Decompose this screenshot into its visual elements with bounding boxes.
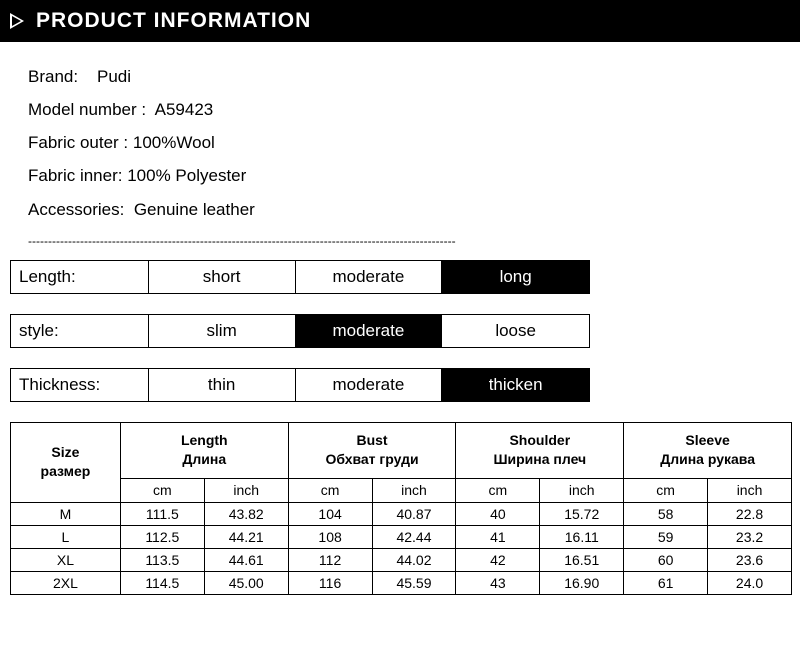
- val-cell: 112: [288, 548, 372, 571]
- val-cell: 16.90: [540, 571, 624, 594]
- fabric-inner-value: 100% Polyester: [127, 166, 246, 185]
- attr-length-row: Length: short moderate long: [10, 260, 800, 294]
- model-value: A59423: [155, 100, 214, 119]
- val-cell: 15.72: [540, 502, 624, 525]
- unit-cm: cm: [120, 478, 204, 502]
- val-cell: 43: [456, 571, 540, 594]
- model-label: Model number :: [28, 100, 146, 119]
- col-bust-en: Bust: [356, 432, 387, 448]
- fabric-outer-label: Fabric outer :: [28, 133, 128, 152]
- dashed-divider: ----------------------------------------…: [28, 234, 668, 248]
- section-header: PRODUCT INFORMATION: [0, 0, 800, 42]
- val-cell: 44.02: [372, 548, 456, 571]
- size-head-en: Size: [51, 444, 79, 460]
- val-cell: 61: [624, 571, 708, 594]
- unit-cm: cm: [456, 478, 540, 502]
- col-length-en: Length: [181, 432, 228, 448]
- attr-thickness-opt-2: thicken: [442, 369, 589, 401]
- val-cell: 60: [624, 548, 708, 571]
- val-cell: 41: [456, 525, 540, 548]
- unit-inch: inch: [372, 478, 456, 502]
- attr-style-label: style:: [11, 315, 149, 347]
- col-shoulder: Shoulder Ширина плеч: [456, 422, 624, 478]
- table-row: M 111.5 43.82 104 40.87 40 15.72 58 22.8: [11, 502, 792, 525]
- attr-length-opt-0: short: [149, 261, 296, 293]
- size-cell: 2XL: [11, 571, 121, 594]
- col-bust-ru: Обхват груди: [326, 451, 419, 467]
- attr-style-row: style: slim moderate loose: [10, 314, 800, 348]
- col-sleeve-ru: Длина рукава: [660, 451, 755, 467]
- header-title: PRODUCT INFORMATION: [36, 9, 311, 33]
- attr-thickness-row: Thickness: thin moderate thicken: [10, 368, 800, 402]
- val-cell: 59: [624, 525, 708, 548]
- info-row-brand: Brand: Pudi: [28, 60, 800, 93]
- val-cell: 116: [288, 571, 372, 594]
- fabric-outer-value: 100%Wool: [133, 133, 215, 152]
- table-row: L 112.5 44.21 108 42.44 41 16.11 59 23.2: [11, 525, 792, 548]
- info-row-model: Model number : A59423: [28, 93, 800, 126]
- col-bust: Bust Обхват груди: [288, 422, 456, 478]
- col-length-ru: Длина: [182, 451, 226, 467]
- attr-style-opt-2: loose: [442, 315, 589, 347]
- accessories-value: Genuine leather: [134, 200, 255, 219]
- unit-inch: inch: [540, 478, 624, 502]
- val-cell: 16.51: [540, 548, 624, 571]
- val-cell: 58: [624, 502, 708, 525]
- size-head-ru: размер: [41, 463, 91, 479]
- size-head: Size размер: [11, 422, 121, 502]
- val-cell: 16.11: [540, 525, 624, 548]
- attr-length-opt-1: moderate: [296, 261, 443, 293]
- val-cell: 44.61: [204, 548, 288, 571]
- val-cell: 108: [288, 525, 372, 548]
- size-table: Size размер Length Длина Bust Обхват гру…: [10, 422, 792, 595]
- play-triangle-icon: [10, 13, 24, 29]
- unit-inch: inch: [204, 478, 288, 502]
- attr-thickness-label: Thickness:: [11, 369, 149, 401]
- val-cell: 45.00: [204, 571, 288, 594]
- val-cell: 40: [456, 502, 540, 525]
- val-cell: 111.5: [120, 502, 204, 525]
- info-row-accessories: Accessories: Genuine leather: [28, 193, 800, 226]
- val-cell: 42.44: [372, 525, 456, 548]
- col-sleeve: Sleeve Длина рукава: [624, 422, 792, 478]
- val-cell: 44.21: [204, 525, 288, 548]
- val-cell: 43.82: [204, 502, 288, 525]
- info-row-fabric-inner: Fabric inner: 100% Polyester: [28, 159, 800, 192]
- val-cell: 104: [288, 502, 372, 525]
- table-row: 2XL 114.5 45.00 116 45.59 43 16.90 61 24…: [11, 571, 792, 594]
- val-cell: 22.8: [708, 502, 792, 525]
- size-cell: M: [11, 502, 121, 525]
- size-cell: L: [11, 525, 121, 548]
- unit-inch: inch: [708, 478, 792, 502]
- val-cell: 23.2: [708, 525, 792, 548]
- val-cell: 24.0: [708, 571, 792, 594]
- val-cell: 23.6: [708, 548, 792, 571]
- val-cell: 40.87: [372, 502, 456, 525]
- accessories-label: Accessories:: [28, 200, 124, 219]
- attr-thickness-opt-0: thin: [149, 369, 296, 401]
- col-sleeve-en: Sleeve: [685, 432, 729, 448]
- val-cell: 42: [456, 548, 540, 571]
- val-cell: 112.5: [120, 525, 204, 548]
- attr-style-opt-0: slim: [149, 315, 296, 347]
- brand-label: Brand:: [28, 67, 78, 86]
- val-cell: 113.5: [120, 548, 204, 571]
- fabric-inner-label: Fabric inner:: [28, 166, 122, 185]
- col-shoulder-ru: Ширина плеч: [493, 451, 586, 467]
- size-cell: XL: [11, 548, 121, 571]
- unit-cm: cm: [624, 478, 708, 502]
- val-cell: 45.59: [372, 571, 456, 594]
- attr-length-label: Length:: [11, 261, 149, 293]
- attr-length-opt-2: long: [442, 261, 589, 293]
- attr-style-opt-1: moderate: [296, 315, 443, 347]
- col-length: Length Длина: [120, 422, 288, 478]
- brand-value: Pudi: [97, 67, 131, 86]
- col-shoulder-en: Shoulder: [509, 432, 570, 448]
- info-row-fabric-outer: Fabric outer : 100%Wool: [28, 126, 800, 159]
- unit-cm: cm: [288, 478, 372, 502]
- attr-thickness-opt-1: moderate: [296, 369, 443, 401]
- product-info-block: Brand: Pudi Model number : A59423 Fabric…: [0, 42, 800, 226]
- val-cell: 114.5: [120, 571, 204, 594]
- table-row: XL 113.5 44.61 112 44.02 42 16.51 60 23.…: [11, 548, 792, 571]
